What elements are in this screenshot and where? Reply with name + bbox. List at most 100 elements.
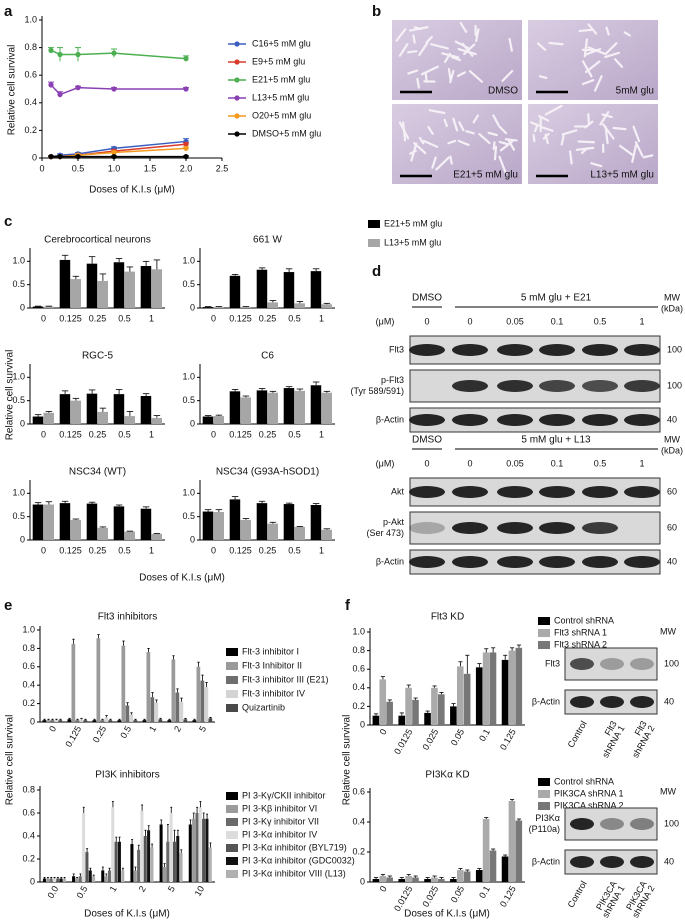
bar <box>208 847 212 882</box>
cell <box>501 69 514 82</box>
marker <box>48 154 54 160</box>
bar <box>515 647 523 725</box>
cell <box>410 142 418 162</box>
legend-label: PI 3-Kα inhibitor VIII (L13) <box>242 868 346 878</box>
y-tick-label: 0.4 <box>352 682 365 692</box>
y-tick-label: 0 <box>360 876 365 886</box>
cell <box>450 55 462 62</box>
bar <box>202 818 206 882</box>
bar <box>310 271 322 308</box>
bar <box>78 876 82 882</box>
x-tick-label: 0.5 <box>118 313 131 323</box>
row-label: β-Actin <box>376 556 404 566</box>
bar <box>450 879 457 882</box>
cell <box>398 43 409 57</box>
bar <box>169 813 173 882</box>
bar <box>147 830 151 882</box>
y-tick-label: 0 <box>190 418 195 428</box>
x-tick-label: 0.125 <box>229 545 252 555</box>
blot-band <box>452 556 488 568</box>
legend-label: PI 3-Kα inhibitor IV <box>242 829 317 839</box>
x-tick-label: 1 <box>149 313 154 323</box>
legend-marker <box>234 59 240 65</box>
y-tick-label: 0 <box>190 534 195 544</box>
legend-label: L13+5 mM glu <box>384 237 441 247</box>
bar <box>501 856 509 882</box>
blot-membrane <box>409 335 661 365</box>
cell <box>418 136 425 145</box>
legend-label: PI 3-Kα inhibitor (BYL719) <box>242 842 347 852</box>
cell <box>422 139 439 148</box>
bar <box>117 720 122 722</box>
bar <box>79 719 84 722</box>
cell <box>441 52 460 59</box>
legend-swatch <box>368 239 380 247</box>
bar <box>463 673 471 725</box>
mw-value: 100 <box>664 818 679 828</box>
bar <box>310 385 322 424</box>
legend-marker <box>234 131 240 137</box>
legend-marker <box>234 113 240 119</box>
bar <box>137 849 141 882</box>
bar <box>379 876 387 882</box>
blot-band <box>452 344 488 356</box>
marker <box>75 154 81 160</box>
bar <box>256 269 268 308</box>
legend-swatch <box>226 792 238 800</box>
x-tick-label: 0.125 <box>59 313 82 323</box>
bar <box>379 679 387 725</box>
bar <box>70 279 81 308</box>
legend-label: C16+5 mM glu <box>252 38 311 48</box>
cell <box>581 79 595 86</box>
bar <box>52 878 56 882</box>
dose-label: 0.1 <box>551 316 564 326</box>
bar <box>283 388 295 424</box>
x-tick-label: 0.05 <box>449 884 466 904</box>
bar <box>321 304 332 308</box>
mw-value: 40 <box>664 856 674 866</box>
x-tick-label: 0.5 <box>288 313 301 323</box>
legend-label: Flt-3 inhibitor IV <box>242 688 305 698</box>
bar <box>431 687 438 725</box>
x-tick-label: 0 <box>47 724 58 733</box>
blot-band <box>570 658 594 670</box>
mw-header: MW <box>660 626 676 636</box>
blot-band <box>452 522 488 534</box>
cell <box>413 26 423 31</box>
cell <box>507 139 516 151</box>
chart-title: PI3K inhibitors <box>95 770 159 781</box>
dose-label: 1 <box>639 458 644 468</box>
cell <box>585 48 602 56</box>
subplot-title: C6 <box>261 351 274 362</box>
y-tick-label: 0.2 <box>352 846 365 856</box>
x-tick-label: 5 <box>166 884 177 893</box>
blot-band <box>452 380 488 392</box>
blot-band <box>539 522 575 534</box>
x-tick-label: 2.5 <box>216 163 229 173</box>
bar <box>140 810 144 882</box>
cell <box>428 109 446 115</box>
x-tick-label: 0.125 <box>498 884 518 909</box>
cell <box>560 134 565 146</box>
y-tick-label: 0 <box>20 534 25 544</box>
blot-band <box>582 344 618 356</box>
row-label: Akt <box>391 486 405 496</box>
y-axis-label: Relative cell survival <box>5 715 16 806</box>
bar <box>133 720 138 722</box>
bar <box>398 715 406 725</box>
image-label: 5mM glu <box>616 86 654 97</box>
mw-value: 60 <box>667 486 677 496</box>
x-tick-label: 0.5 <box>288 545 301 555</box>
cell <box>447 139 457 145</box>
marker <box>48 47 54 53</box>
cell <box>604 125 609 145</box>
cell <box>443 118 448 128</box>
x-tick-label: 0.025 <box>420 727 440 752</box>
blot-band <box>409 556 445 568</box>
cell <box>532 134 536 143</box>
blot-band <box>452 486 488 498</box>
dose-label: 0.5 <box>594 316 607 326</box>
bar <box>386 701 393 725</box>
bar <box>438 694 445 725</box>
